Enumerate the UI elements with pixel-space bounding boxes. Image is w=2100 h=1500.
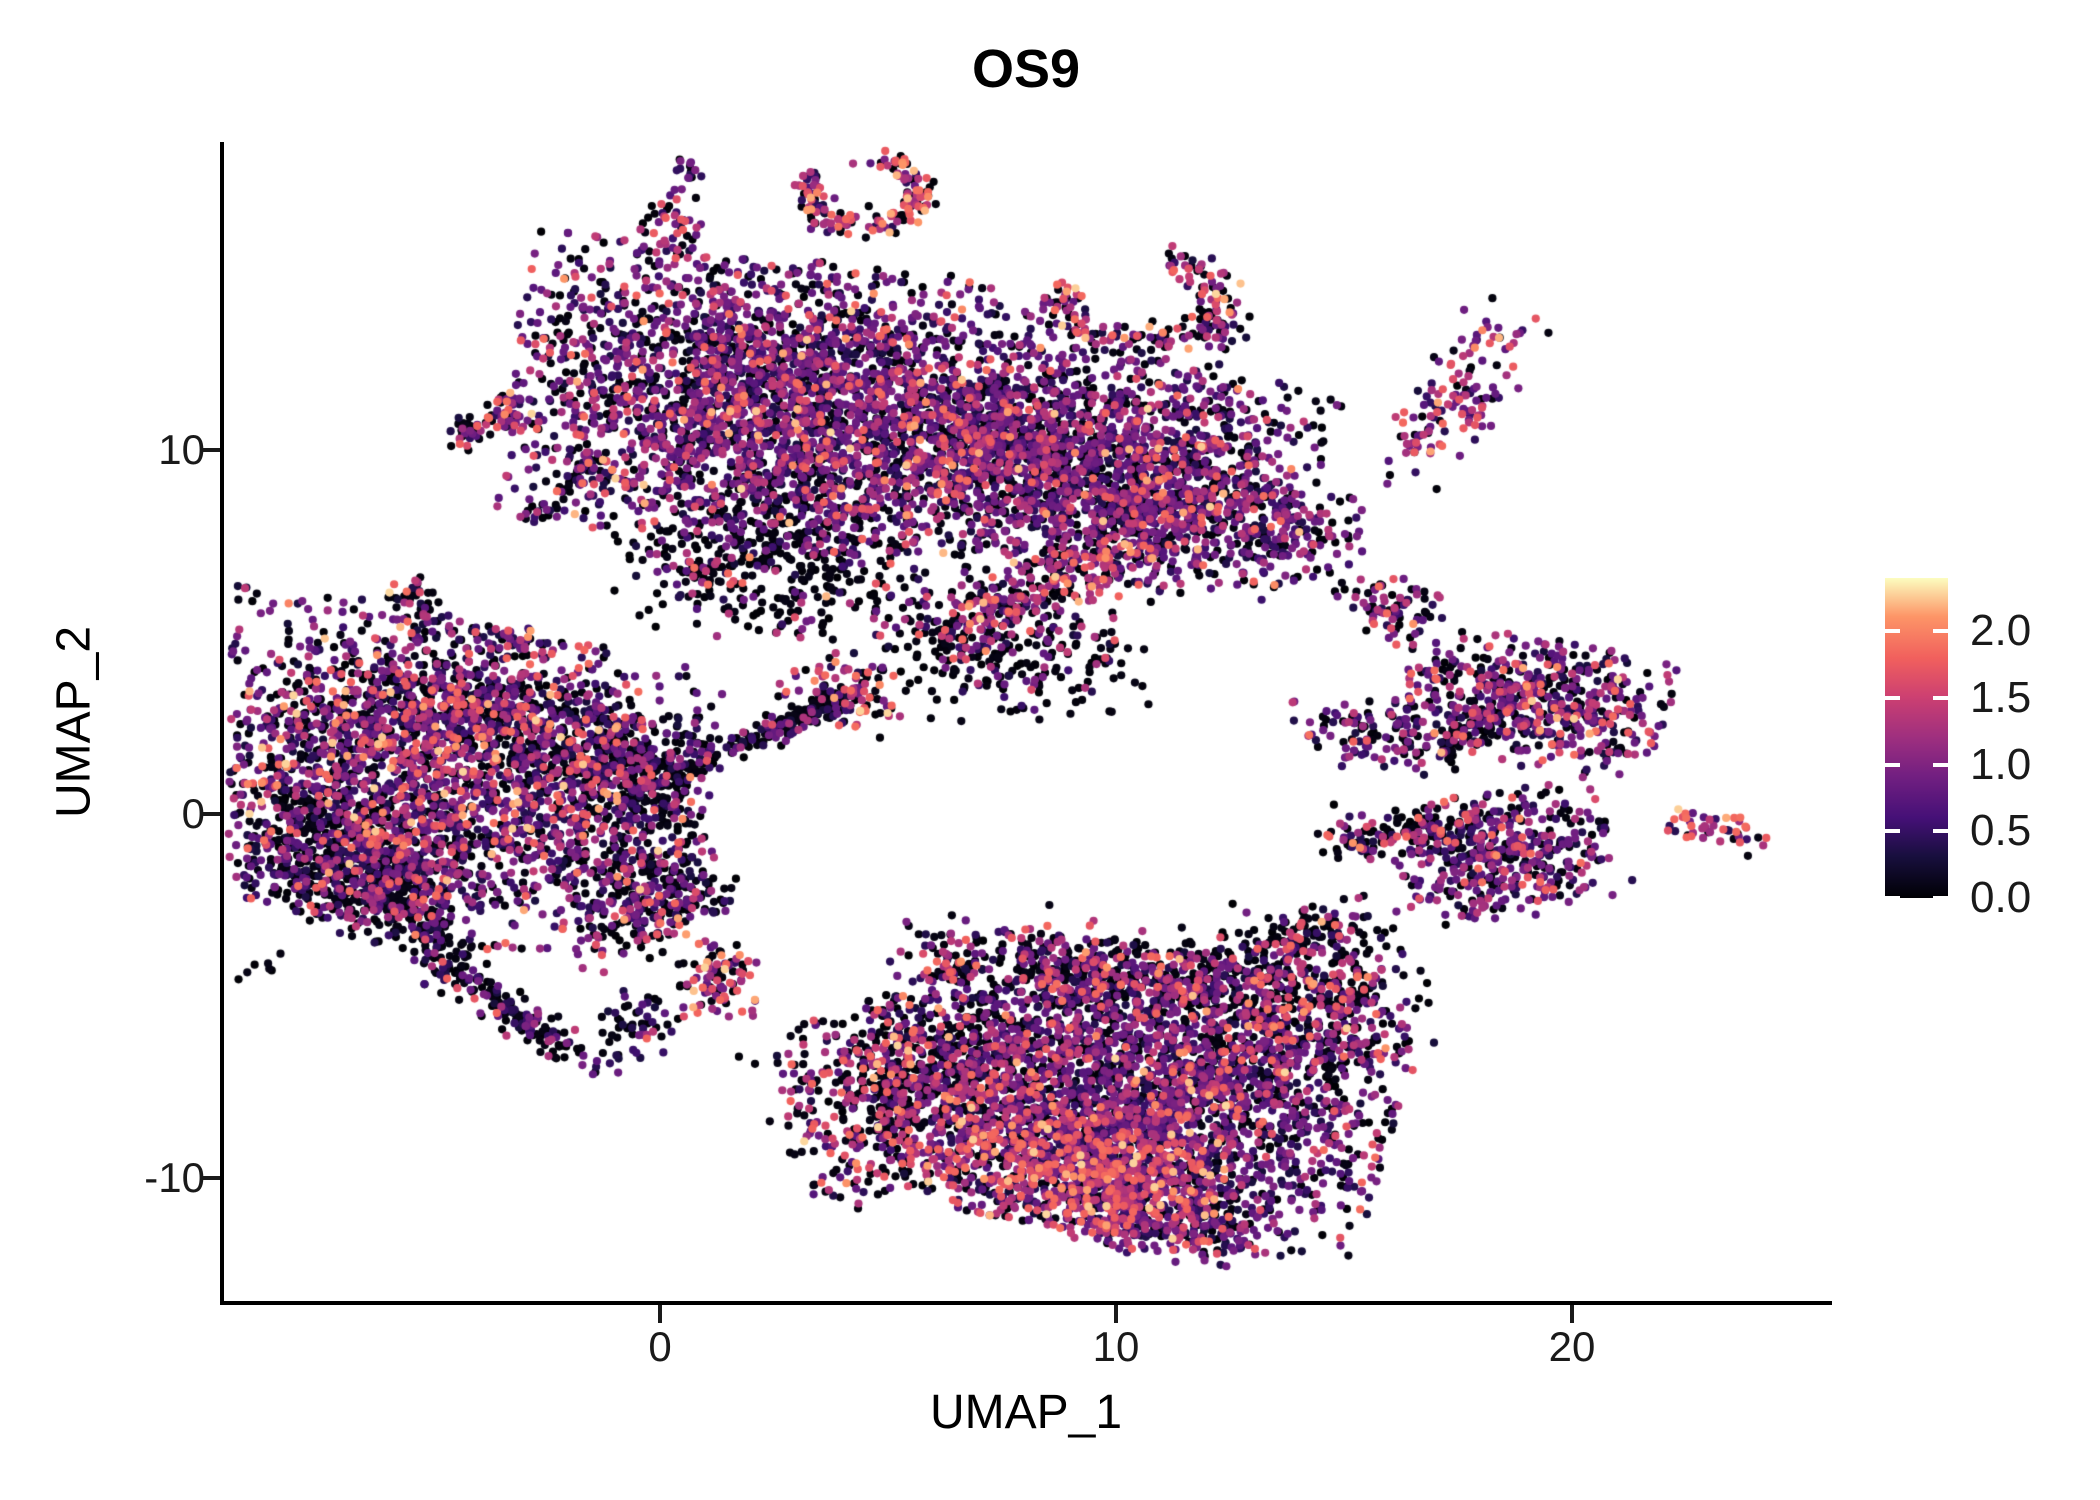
y-tick-label: 10 [158, 426, 205, 473]
y-tick-mark [202, 448, 220, 452]
y-tick-label: -10 [144, 1154, 205, 1201]
y-tick-label: 0 [181, 790, 205, 837]
colorbar-tick-label: 0.0 [1970, 873, 2032, 922]
x-tick-mark [658, 1305, 662, 1323]
colorbar-tick-mark [1933, 629, 1948, 634]
colorbar-tick-mark [1933, 762, 1948, 767]
x-tick-mark [1570, 1305, 1574, 1323]
colorbar-gradient [1885, 578, 1948, 898]
colorbar-tick-label: 1.5 [1970, 673, 2032, 722]
colorbar-tick-mark [1885, 896, 1900, 900]
plot-title: OS9 [971, 39, 1081, 99]
colorbar-tick-mark [1885, 829, 1900, 834]
colorbar-tick-mark [1933, 829, 1948, 834]
y-axis-title-wrap: UMAP_2 [0, 0, 101, 1500]
colorbar-tick-label: 2.0 [1970, 606, 2032, 656]
colorbar-tick-mark [1933, 696, 1948, 700]
y-axis-line [220, 142, 224, 1305]
y-axis-title: UMAP_2 [47, 625, 101, 819]
y-tick-mark [202, 812, 220, 816]
colorbar-tick-label: 1.0 [1970, 739, 2032, 789]
colorbar-tick-mark [1885, 762, 1900, 767]
x-tick-label: 0 [648, 1323, 672, 1370]
x-axis-title: UMAP_1 [929, 1386, 1123, 1439]
y-tick-mark [202, 1176, 220, 1180]
colorbar-tick-mark [1885, 696, 1900, 700]
x-tick-label: 20 [1548, 1323, 1596, 1370]
colorbar-tick-label: 0.5 [1970, 806, 2032, 856]
x-tick-label: 10 [1092, 1323, 1140, 1370]
x-tick-mark [1114, 1305, 1118, 1323]
colorbar-tick-mark [1933, 896, 1948, 900]
colorbar-tick-mark [1885, 629, 1900, 634]
x-axis-line [220, 1301, 1832, 1305]
